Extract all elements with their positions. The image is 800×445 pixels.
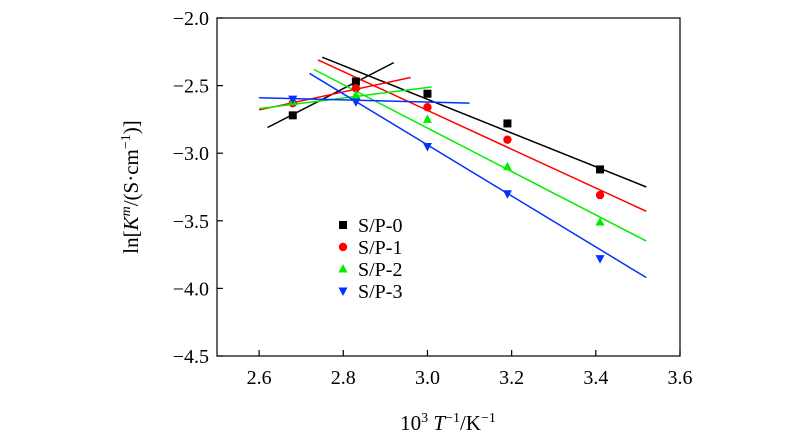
- data-point-s0-1: [351, 77, 360, 86]
- fit-lines: [258, 56, 647, 279]
- data-point-s2-2: [422, 114, 432, 123]
- y-tick-label: −4.0: [173, 278, 209, 300]
- data-point-s1-1: [351, 84, 361, 93]
- data-point-s3-1: [351, 98, 361, 107]
- data-point-s0-4: [596, 165, 605, 174]
- data-point-s3-0: [288, 95, 298, 105]
- fit-line-s2-1: [313, 68, 647, 242]
- x-axis-label: 103 T−1/K−1: [400, 411, 496, 435]
- data-point-s3-2: [422, 142, 432, 152]
- fit-line-s1-0: [258, 76, 411, 111]
- legend-label-3: S/P-3: [358, 281, 402, 303]
- legend-marker-1: [338, 242, 348, 252]
- x-tick-label: 2.6: [247, 367, 272, 389]
- data-point-s0-0: [288, 111, 297, 120]
- x-tick-label: 3.6: [668, 367, 693, 389]
- legend-marker-2: [338, 264, 348, 273]
- y-tick-label: −2.0: [173, 8, 209, 30]
- y-tick-label: −3.0: [173, 143, 209, 165]
- data-point-s0-2: [423, 89, 432, 98]
- fit-line-s3-1: [309, 72, 647, 279]
- data-point-s1-2: [423, 103, 432, 112]
- data-point-s3-3: [502, 190, 512, 199]
- fit-line-s0-1: [321, 56, 647, 188]
- axis-ticks: 2.6 2.8 3.0 3.2 3.4 3.6 −2.0 −2.5 −3.0 −3.5 −4.0 −4…: [173, 8, 693, 389]
- legend-label-1: S/P-1: [358, 237, 402, 259]
- x-tick-label: 2.8: [331, 367, 356, 389]
- legend-marker-0: [339, 221, 347, 229]
- y-tick-label: −2.5: [173, 76, 209, 98]
- data-point-s1-4: [595, 190, 605, 200]
- y-axis-label: ln[Km/(S·cm−1)]: [119, 120, 143, 254]
- data-point-s0-3: [503, 119, 512, 128]
- legend-marker-3: [338, 287, 348, 296]
- data-points: [288, 77, 605, 264]
- y-tick-label: −3.5: [173, 211, 209, 233]
- fit-line-s1-1: [317, 59, 647, 213]
- x-tick-label: 3.2: [499, 367, 524, 389]
- fit-line-s2-0: [258, 86, 432, 110]
- x-tick-label: 3.0: [415, 367, 440, 389]
- data-point-s2-1: [351, 90, 361, 99]
- data-point-s1-3: [503, 135, 512, 144]
- y-tick-label: −4.5: [173, 346, 209, 368]
- legend: S/P-0S/P-1S/P-2S/P-3: [338, 215, 402, 303]
- data-point-s2-4: [595, 217, 605, 226]
- legend-label-2: S/P-2: [358, 259, 402, 281]
- data-point-s3-4: [595, 255, 605, 264]
- legend-label-0: S/P-0: [358, 215, 402, 237]
- x-tick-label: 3.4: [583, 367, 608, 389]
- data-point-s2-3: [502, 161, 512, 171]
- plot-frame: [216, 17, 681, 357]
